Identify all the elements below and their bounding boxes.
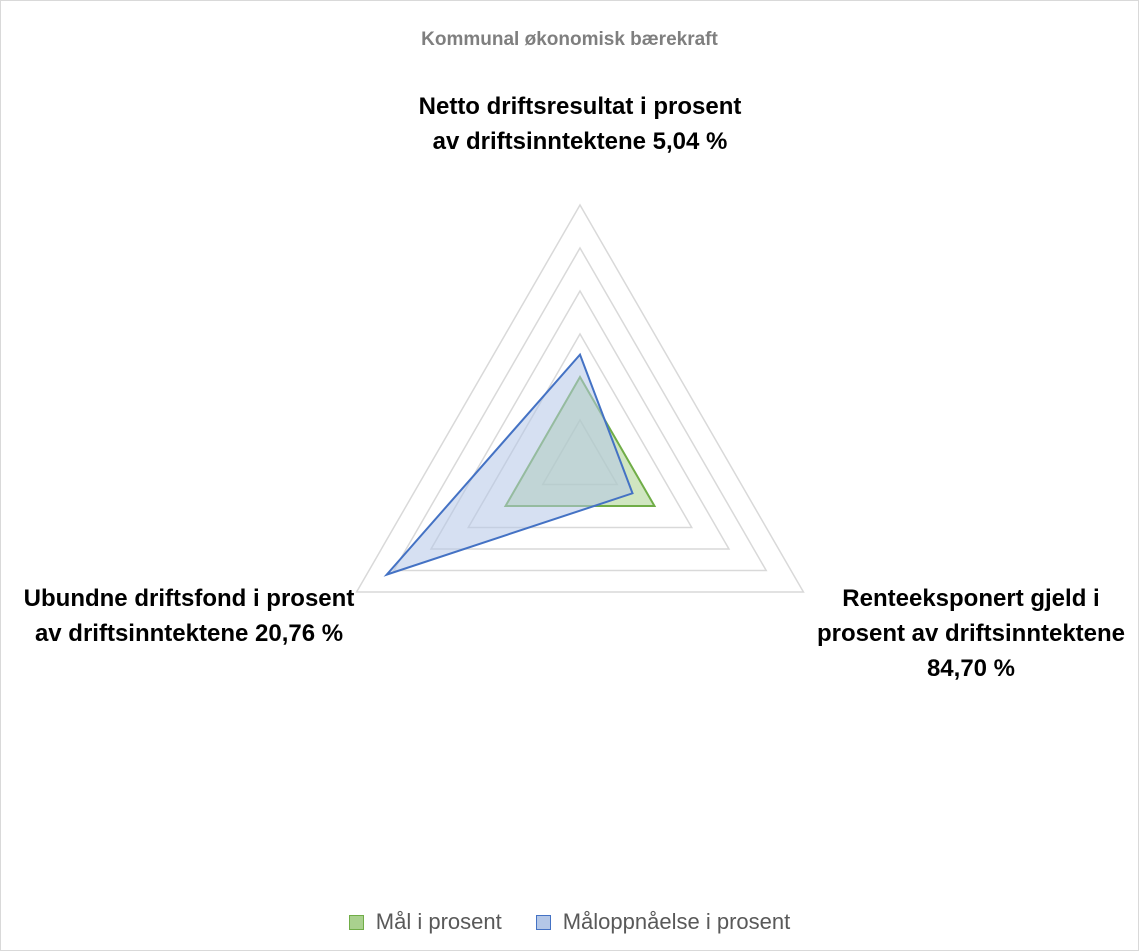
legend-swatch-mal [348,914,364,930]
chart-title: Kommunal økonomisk bærekraft [421,29,718,50]
grid-ring-4 [429,289,731,550]
legend: Mål i prosent Måloppnåelse i prosent [1,909,1138,935]
axis-label-netto-driftsresultat: Netto driftsresultat i prosent av drifts… [418,93,742,155]
legend-entry-maloppnaelse: Måloppnåelse i prosent [535,909,791,935]
legend-label-maloppnaelse: Måloppnåelse i prosent [562,909,791,934]
legend-entry-mal: Mål i prosent [348,909,502,935]
legend-label-mal: Mål i prosent [375,909,502,934]
series-area-1 [383,352,634,577]
axis-label-ubundne-driftsfond: Ubundne driftsfond i prosent av driftsin… [23,585,355,647]
grid-ring-6 [355,203,805,593]
legend-swatch-maloppnaelse [535,914,551,930]
axis-label-renteeksponert-gjeld: Renteeksponert gjeld i prosent av drifts… [816,585,1126,682]
grid-ring-5 [392,246,768,572]
radar-series [383,352,657,577]
